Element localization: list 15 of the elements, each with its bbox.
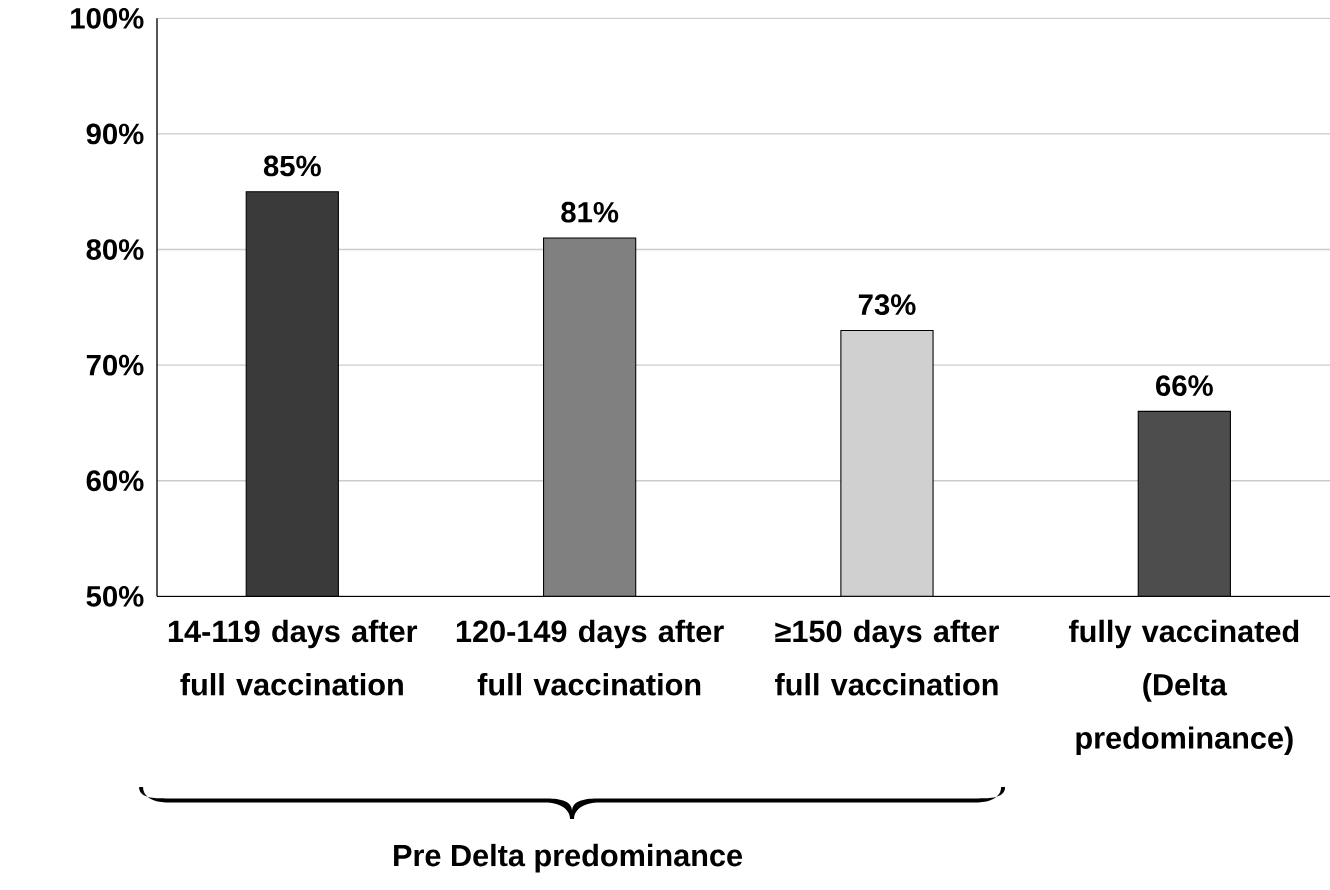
data-label: 85% <box>263 155 321 177</box>
data-label: 73% <box>858 294 916 316</box>
data-label: 66% <box>1156 375 1213 397</box>
data-label: 81% <box>561 201 619 223</box>
y-tick-label: 80% <box>86 239 144 260</box>
y-tick-label: 60% <box>86 470 144 492</box>
x-tick-label: ≥150 days after full vaccination <box>775 619 999 696</box>
y-tick-label: 100% <box>71 7 144 29</box>
text: Pre Delta predominance <box>394 843 743 873</box>
x-tick-label: 14-119 days after full vaccination <box>168 619 418 696</box>
x-tick-label: fully vaccinated (Delta predominance) <box>1068 619 1299 755</box>
y-tick-label: 70% <box>86 354 144 376</box>
y-tick-label: 50% <box>86 585 144 607</box>
x-tick-label: 120-149 days after full vaccination <box>456 619 724 696</box>
y-tick-label: 90% <box>86 123 144 145</box>
